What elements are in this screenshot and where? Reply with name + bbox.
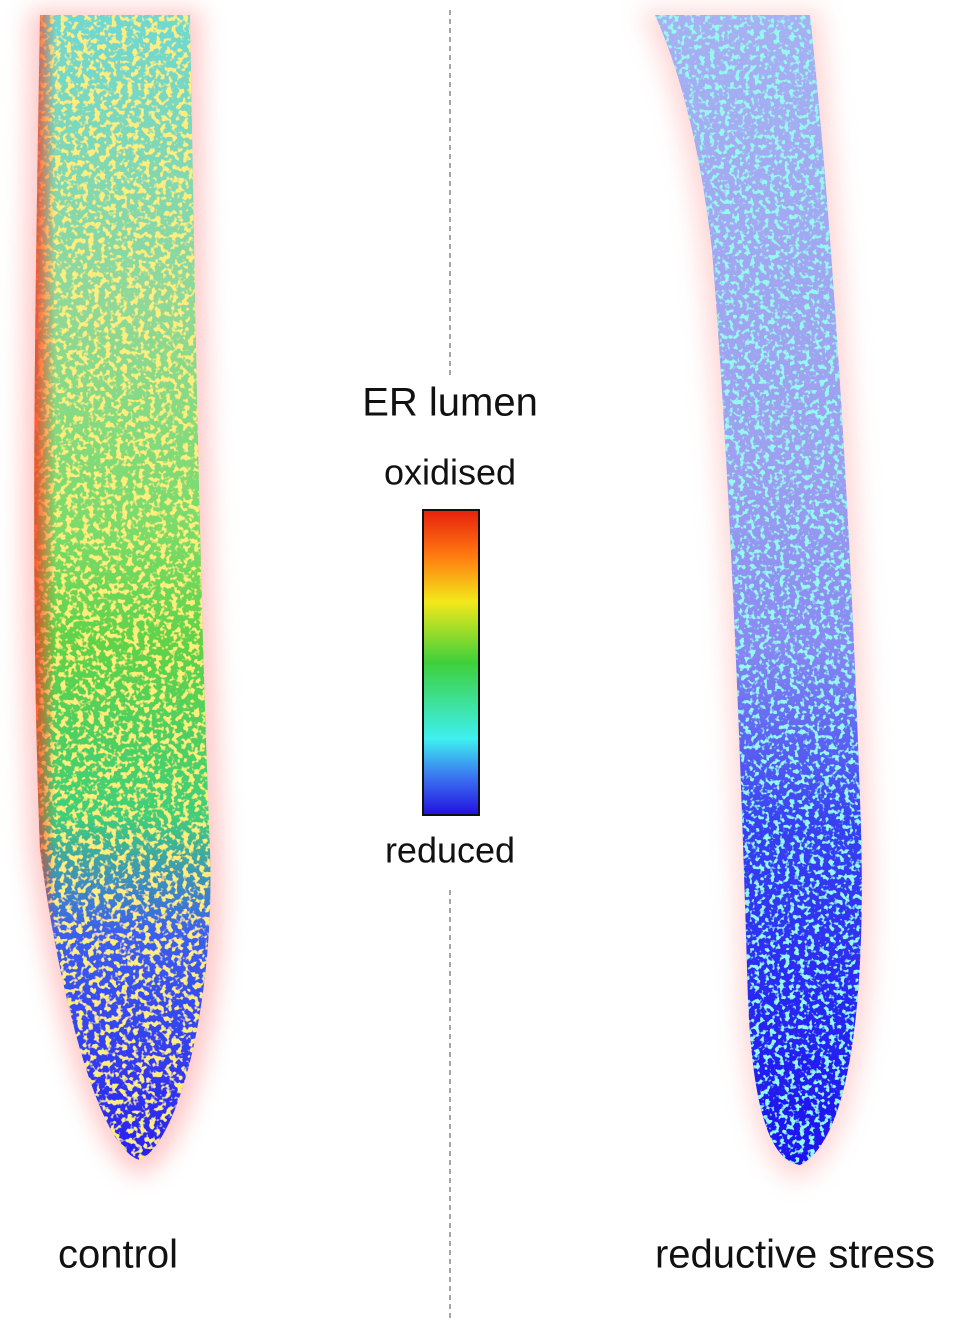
panel-label: reductive stress [655,1233,935,1277]
legend-bottom-label: reduced [385,830,515,871]
legend-top-label: oxidised [384,452,516,493]
color-bar [422,509,480,816]
panel-label: control [58,1233,178,1277]
stress-root-image [640,10,873,1180]
control-root-image [23,10,223,1175]
legend-title: ER lumen [362,381,538,425]
